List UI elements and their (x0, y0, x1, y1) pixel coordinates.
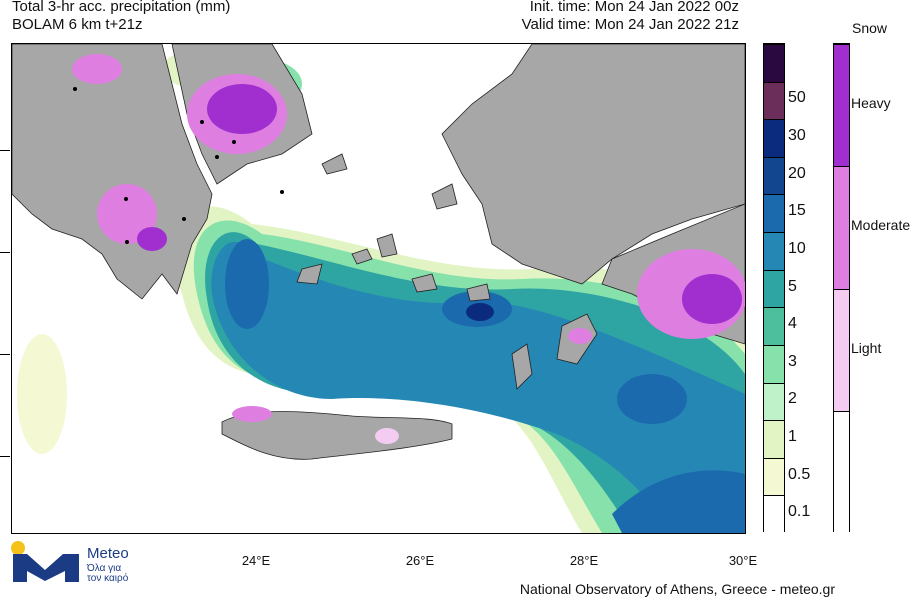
precip-level-label: 0.5 (788, 465, 811, 483)
snow-level-label: Light (851, 339, 882, 356)
precip-colorbar (763, 43, 785, 533)
snow-swatch (834, 410, 849, 533)
precip-level-label: 50 (788, 89, 806, 107)
precip-field (162, 49, 745, 533)
footer-credit: National Observatory of Athens, Greece -… (519, 581, 835, 597)
meteo-logo (11, 541, 79, 582)
snow-colorbar (833, 43, 850, 533)
map-title: Total 3-hr acc. precipitation (mm) (12, 0, 231, 15)
y-tick-mark (0, 354, 10, 355)
sun-icon (11, 541, 25, 555)
m-logo-icon (13, 554, 79, 582)
logo-name: Meteo (87, 545, 129, 562)
precip-swatch (764, 420, 784, 458)
precip-swatch (764, 344, 784, 383)
precip-level-label: 10 (788, 239, 806, 257)
precip-swatch (764, 495, 784, 533)
precip-level-label: 0.1 (788, 503, 811, 521)
init-time-label: Init. time: Mon 24 Jan 2022 00z (529, 0, 739, 15)
precip-level-label: 15 (788, 202, 806, 220)
precip-swatch (764, 269, 784, 308)
x-tick-30e: 30°E (728, 553, 758, 568)
precip-swatch (764, 457, 784, 496)
x-tick-26e: 26°E (405, 553, 435, 568)
precip-swatch (764, 81, 784, 120)
precipitation-map (11, 43, 746, 534)
snow-swatch (834, 288, 849, 411)
y-tick-mark (0, 252, 10, 253)
precip-swatch (764, 382, 784, 421)
snow-level-label: Heavy (851, 95, 891, 112)
precip-swatch (764, 232, 784, 270)
precip-level-label: 20 (788, 164, 806, 182)
snow-field (17, 54, 745, 454)
model-subtitle: BOLAM 6 km t+21z (12, 16, 143, 33)
precip-level-label: 3 (788, 352, 797, 370)
precip-level-label: 1 (788, 427, 797, 445)
x-tick-28e: 28°E (569, 553, 599, 568)
snow-level-label: Moderate (851, 217, 911, 234)
logo-tagline-1: Όλα για (87, 563, 122, 574)
y-tick-mark (0, 150, 10, 151)
logo-tagline-2: τον καιρό (87, 573, 129, 584)
precip-swatch (764, 156, 784, 195)
y-tick-mark (0, 456, 10, 457)
snow-swatch (834, 44, 849, 167)
snow-swatch (834, 166, 849, 289)
valid-time-label: Valid time: Mon 24 Jan 2022 21z (521, 16, 739, 33)
precip-level-label: 2 (788, 390, 797, 408)
precip-swatch (764, 194, 784, 233)
x-tick-24e: 24°E (241, 553, 271, 568)
precip-level-label: 30 (788, 127, 806, 145)
precip-swatch (764, 119, 784, 157)
precip-level-label: 4 (788, 315, 797, 333)
snow-legend-title: Snow (852, 20, 888, 36)
precip-swatch (764, 44, 784, 82)
precip-level-label: 5 (788, 277, 797, 295)
city-markers (73, 87, 284, 244)
precip-swatch (764, 307, 784, 345)
